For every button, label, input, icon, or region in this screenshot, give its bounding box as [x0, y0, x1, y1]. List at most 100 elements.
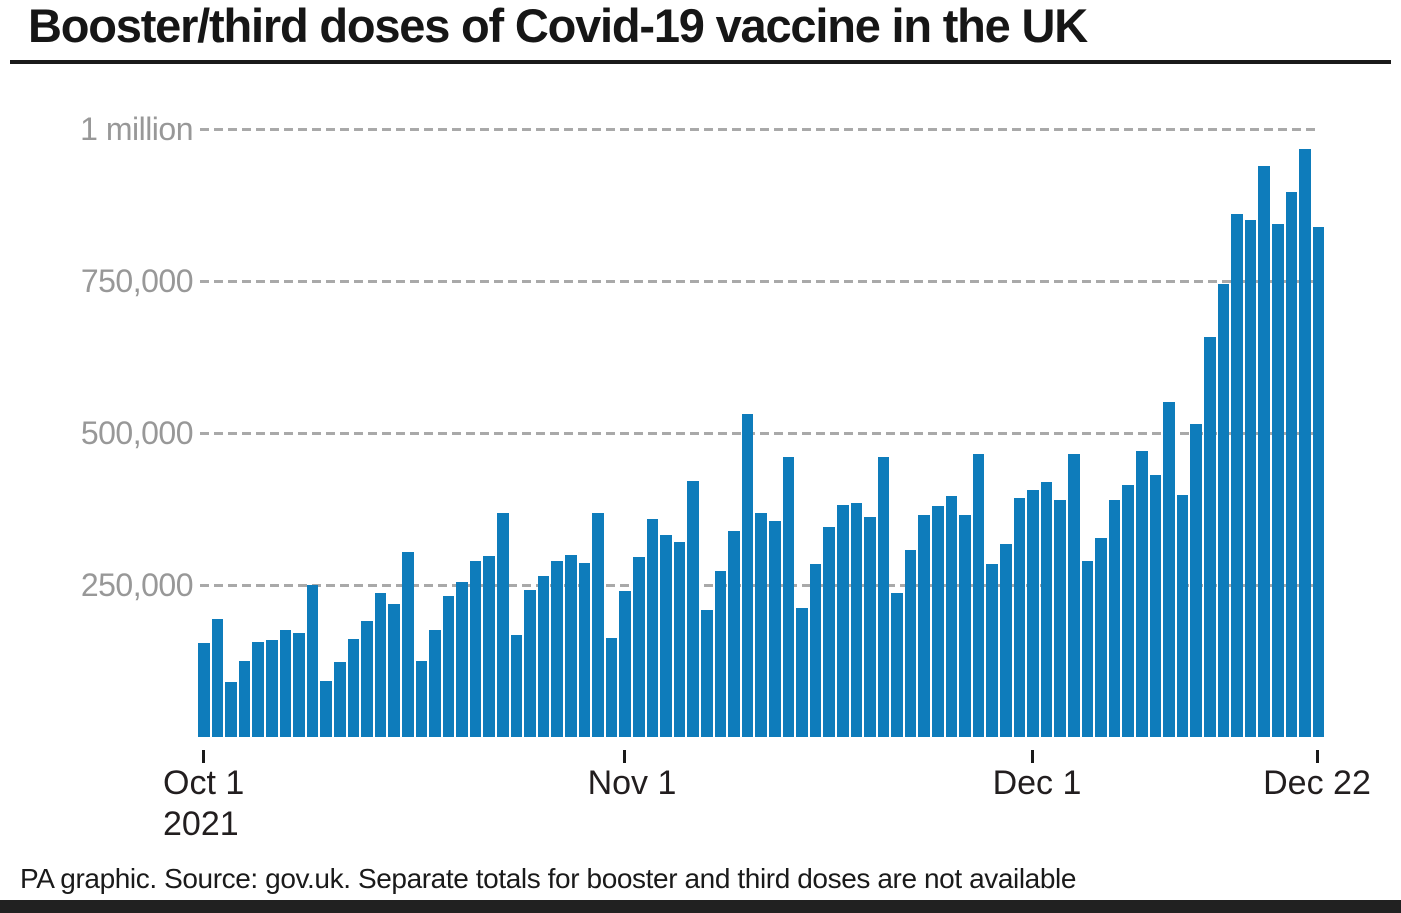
bar-series	[198, 130, 1325, 737]
bar	[700, 609, 713, 737]
bar	[1068, 453, 1080, 737]
page-title: Booster/third doses of Covid-19 vaccine …	[28, 0, 1088, 52]
bar	[1135, 451, 1148, 737]
bar	[850, 502, 863, 737]
bar	[1108, 500, 1121, 737]
bar	[497, 513, 509, 737]
bar	[687, 480, 699, 737]
x-tick-dec1	[1031, 750, 1034, 763]
bar	[932, 505, 944, 737]
bar	[714, 570, 727, 737]
bar	[660, 534, 672, 737]
bar	[972, 453, 985, 737]
x-tick-dec22	[1316, 750, 1319, 763]
bar	[809, 564, 822, 737]
bar	[524, 589, 536, 737]
x-tick-nov1	[623, 750, 626, 763]
bar	[1299, 149, 1311, 737]
bar	[374, 592, 387, 737]
bar	[456, 582, 468, 737]
bar	[646, 518, 659, 737]
bar	[279, 630, 292, 737]
bar	[1217, 283, 1230, 737]
bar	[1231, 213, 1243, 737]
bar	[959, 514, 971, 737]
source-credit: PA graphic. Source: gov.uk. Separate tot…	[20, 863, 1077, 894]
bar	[945, 496, 958, 737]
bar	[265, 639, 278, 737]
bar	[1163, 401, 1175, 737]
bar	[225, 682, 237, 737]
bar	[741, 414, 754, 737]
bar	[1040, 482, 1053, 737]
bar	[1312, 226, 1325, 737]
x-axis-label-dec22: Dec 22	[1263, 764, 1371, 802]
bar	[388, 603, 400, 737]
bar	[306, 584, 319, 737]
bar	[469, 561, 482, 737]
bar	[619, 591, 631, 737]
x-tick-oct1	[202, 750, 205, 763]
bar	[333, 662, 346, 737]
bar	[1271, 223, 1284, 737]
bar	[782, 456, 795, 737]
bar	[768, 520, 781, 737]
bar	[415, 661, 428, 737]
bar	[1000, 544, 1012, 737]
y-axis-label-500k: 500,000	[80, 415, 194, 451]
gridline-1million	[200, 128, 1318, 131]
x-axis-label-nov1: Nov 1	[587, 764, 677, 802]
bottom-band	[0, 900, 1401, 913]
bar	[823, 527, 835, 737]
bar	[1149, 474, 1162, 737]
bar	[347, 638, 360, 737]
bar	[633, 557, 645, 737]
bar	[755, 513, 767, 737]
bar	[986, 564, 999, 737]
gridline-500k	[200, 432, 1318, 435]
bar	[864, 516, 876, 737]
x-axis-label-oct1-date: Oct 1	[163, 764, 245, 802]
bar	[361, 620, 373, 737]
y-axis-label-750k: 750,000	[80, 263, 194, 299]
bar	[605, 637, 618, 737]
bar	[904, 550, 917, 737]
bar	[1176, 494, 1189, 737]
bar	[1095, 537, 1107, 737]
bar	[211, 618, 224, 737]
bar	[728, 531, 740, 737]
bar	[673, 541, 686, 737]
bar	[1027, 490, 1039, 737]
bar	[442, 596, 455, 737]
bar	[238, 661, 251, 737]
y-axis-label-250k: 250,000	[80, 567, 194, 603]
bar	[1285, 191, 1298, 737]
bar	[320, 681, 332, 737]
bar	[1054, 500, 1066, 737]
bar	[401, 551, 414, 737]
bar	[918, 515, 931, 737]
bar	[551, 561, 564, 737]
bar	[592, 513, 604, 737]
bar	[1013, 497, 1026, 737]
x-axis-label-oct1-year: 2021	[163, 805, 239, 843]
x-axis-label-oct1: Oct 1 2021	[163, 763, 244, 845]
x-axis-label-dec1: Dec 1	[992, 764, 1082, 802]
bar	[1258, 165, 1270, 737]
bar	[293, 632, 305, 737]
bar	[565, 554, 577, 737]
bar	[537, 576, 550, 737]
bar	[796, 608, 808, 737]
bar	[252, 642, 264, 737]
y-axis-label-1million: 1 million	[80, 111, 193, 147]
bar	[510, 635, 523, 737]
gridline-750k	[200, 280, 1318, 283]
bar	[877, 456, 890, 737]
bar	[1081, 561, 1094, 737]
bar	[1122, 484, 1134, 737]
bar	[1203, 337, 1216, 737]
bar	[429, 629, 441, 737]
title-divider	[10, 60, 1391, 64]
bar	[1190, 424, 1202, 737]
